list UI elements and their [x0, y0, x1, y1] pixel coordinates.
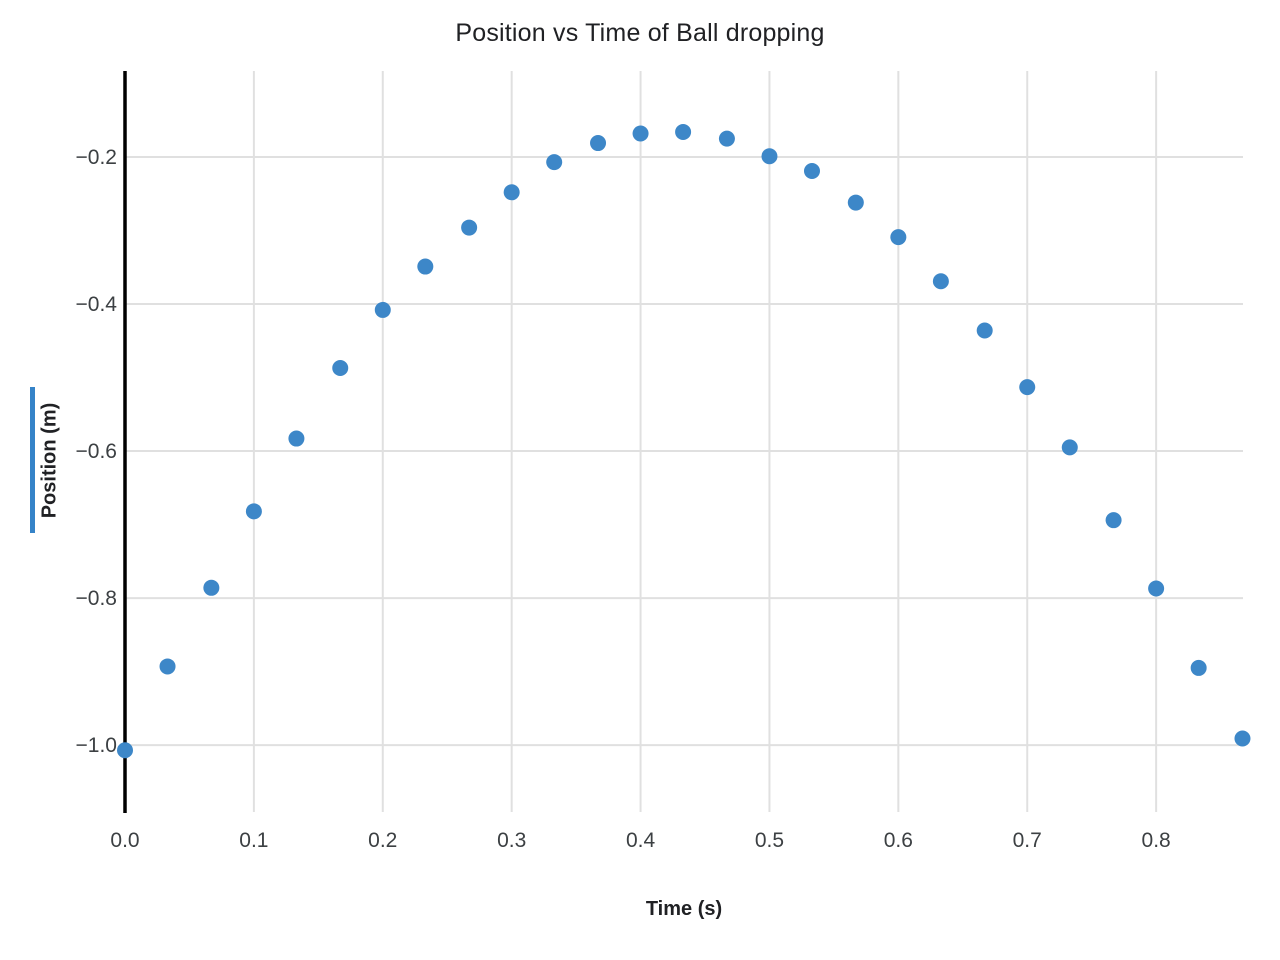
x-tick-label: 0.2	[368, 829, 397, 852]
series-color-bar	[30, 387, 35, 533]
y-tick-label: −0.6	[76, 440, 117, 463]
data-point	[288, 430, 305, 447]
data-point	[117, 742, 133, 759]
y-tick-label: −0.4	[76, 293, 118, 316]
data-point	[890, 229, 907, 246]
x-tick-label: 0.7	[1013, 829, 1042, 852]
data-point	[417, 258, 434, 275]
x-tick-label: 0.0	[110, 829, 139, 852]
data-point	[203, 579, 220, 596]
data-point	[374, 301, 391, 318]
y-tick-label: −0.2	[76, 146, 117, 169]
data-point	[761, 148, 778, 165]
data-point	[718, 130, 735, 147]
data-point	[1234, 730, 1251, 747]
data-point	[1148, 580, 1165, 597]
data-point	[803, 162, 820, 179]
data-point	[675, 124, 692, 141]
data-point	[461, 219, 478, 236]
y-tick-label: −0.8	[76, 587, 117, 610]
x-tick-label: 0.1	[239, 829, 268, 852]
data-point	[1019, 379, 1036, 396]
data-point	[847, 194, 864, 211]
data-point	[590, 135, 607, 152]
y-axis-label: Position (m)	[38, 402, 61, 518]
data-point	[976, 322, 993, 339]
data-point	[503, 184, 520, 201]
data-point	[546, 154, 563, 171]
y-axis-label-group[interactable]: Position (m)	[30, 387, 65, 533]
data-point	[1061, 439, 1078, 456]
x-tick-label: 0.4	[626, 829, 656, 852]
x-axis-label[interactable]: Time (s)	[645, 898, 723, 920]
data-point	[1190, 659, 1207, 676]
x-tick-label: 0.3	[497, 829, 526, 852]
x-tick-label: 0.5	[755, 829, 784, 852]
data-point	[245, 503, 262, 520]
chart-title: Position vs Time of Ball dropping	[455, 19, 825, 47]
x-tick-label: 0.8	[1142, 829, 1171, 852]
data-point	[159, 658, 176, 675]
data-point	[1105, 512, 1122, 529]
data-point	[332, 359, 349, 376]
data-point	[932, 273, 949, 290]
x-tick-label: 0.6	[884, 829, 913, 852]
y-tick-label: −1.0	[76, 734, 117, 757]
data-point	[632, 125, 649, 142]
